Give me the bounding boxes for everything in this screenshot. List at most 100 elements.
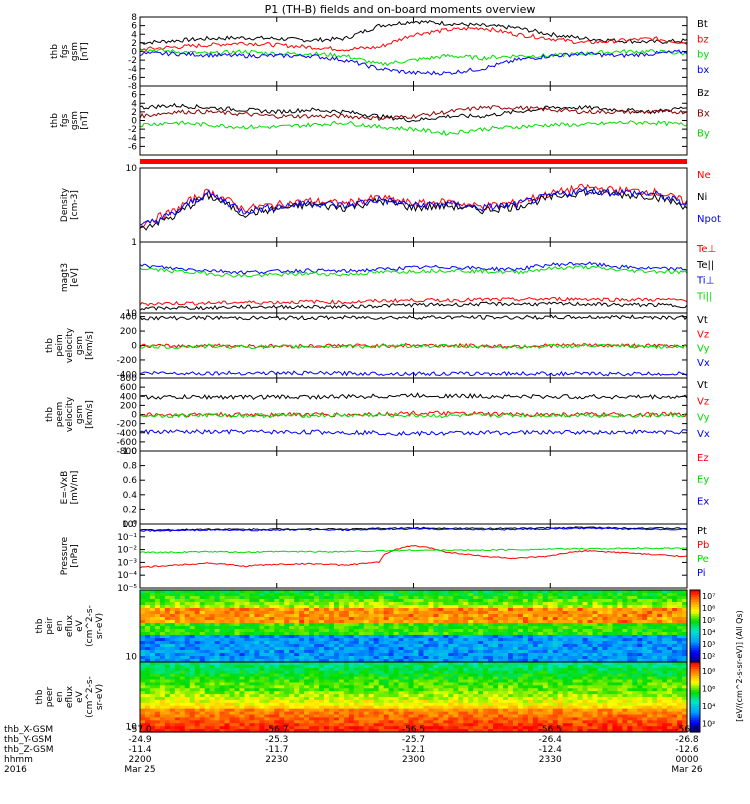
ytick-label-pressure-5: 10⁰: [122, 520, 137, 530]
ytick-label-fgs2-2: -2: [128, 125, 137, 135]
ytick-label-peem-7: 600: [120, 383, 137, 393]
ylabel-peer-1: peer: [45, 686, 55, 707]
series-line-density-Ni: [140, 190, 687, 230]
ytick-label-peim-1: -200: [117, 356, 138, 366]
series-line-fgs2-Bx: [140, 106, 687, 121]
ytick-label-peim-3: 200: [120, 327, 137, 337]
ytick-label-fgs-8: 8: [131, 13, 137, 23]
colorbar-tick-peir-5: 10⁷: [702, 592, 715, 601]
ylabel-peim-0: thb: [45, 338, 55, 353]
ytick-label-peim-4: 400: [120, 313, 137, 323]
ylabel-peim-3: gsm: [75, 336, 85, 355]
ytick-label-efield-2: 0.4: [123, 491, 138, 501]
legend-pressure-Pb: Pb: [697, 540, 709, 551]
ylabel-peem-0: thb: [45, 407, 55, 422]
ylabel-fgs-3: [nT]: [80, 42, 90, 60]
legend-efield-Ez: Ez: [697, 453, 709, 464]
ylabel-pressure-0: Pressure: [60, 536, 70, 575]
ylabel-fgs2-1: fgs: [60, 113, 70, 127]
legend-density-Ni: Ni: [697, 192, 707, 203]
legend-efield-Ex: Ex: [697, 496, 709, 507]
legend-peim-Vy: Vy: [697, 344, 710, 355]
legend-pressure-Pi: Pi: [697, 568, 706, 579]
ylabel-peir-3: eflux: [65, 614, 75, 637]
legend-fgs2-Bx: Bx: [697, 108, 710, 119]
ylabel-peer-2: en: [55, 691, 65, 702]
series-line-peem-Vt: [140, 393, 687, 399]
ytick-label-fgs-5: 2: [131, 39, 137, 49]
series-line-pressure-Pi: [140, 528, 687, 532]
colorbar-tick-peir-3: 10⁵: [702, 616, 715, 625]
legend-peim-Vx: Vx: [697, 358, 710, 369]
ylabel-peir-1: peir: [45, 617, 55, 635]
ytick-label-fgs2-4: 2: [131, 108, 137, 118]
figure-title: P1 (TH-B) fields and on-board moments ov…: [265, 3, 536, 16]
ytick-label-fgs2-3: 0: [131, 117, 137, 127]
ytick-label-peem-2: -400: [117, 429, 138, 439]
ylabel-peem-4: [km/s]: [85, 400, 95, 429]
legend-peem-Vy: Vy: [697, 413, 710, 424]
ylabel-efield-0: E=-VxB: [60, 471, 70, 505]
ytick-label-peem-5: 200: [120, 401, 137, 411]
legend-fgs2-By: By: [697, 129, 710, 140]
legend-pressure-Pe: Pe: [697, 554, 709, 565]
series-line-density-Npot: [140, 188, 687, 225]
ytick-label-pressure-1: 10⁻⁴: [117, 571, 137, 581]
colorbar-tick-peir-2: 10⁴: [702, 628, 715, 637]
legend-peem-Vt: Vt: [697, 380, 708, 391]
legend-temp-Te||: Te||: [696, 260, 714, 271]
legend-peem-Vz: Vz: [697, 396, 709, 407]
ylabel-peer-5: (cm^2-s-: [85, 676, 95, 718]
colorbar-tick-peir-4: 10⁶: [702, 604, 715, 613]
series-line-fgs2-By: [140, 121, 687, 135]
ytick-label-fgs-2: -4: [128, 65, 137, 75]
ylabel-fgs-2: gsm: [70, 42, 80, 61]
panel-frame-pressure: [140, 524, 687, 588]
ylabel-fgs2-3: [nT]: [80, 111, 90, 129]
legend-fgs-bx: bx: [697, 65, 709, 76]
ylabel-temp-0: magt3: [60, 263, 70, 292]
ylabel-efield-1: [mV/m]: [70, 471, 80, 505]
legend-efield-Ey: Ey: [697, 475, 709, 486]
legend-temp-Te⊥: Te⊥: [696, 244, 716, 255]
ylabel-peir-5: (cm^2-s-: [85, 605, 95, 647]
ylabel-fgs-0: thb: [50, 44, 60, 59]
ytick-label-pressure-2: 10⁻³: [117, 558, 137, 568]
ylabel-density-1: [cm-3]: [70, 190, 80, 220]
ytick-label-fgs-6: 4: [131, 30, 137, 40]
panel-pressure: Pressure[nPa]10⁻⁵10⁻⁴10⁻³10⁻²10⁻¹10⁰PtPb…: [60, 520, 709, 594]
ytick-label-fgs2-5: 4: [131, 99, 137, 109]
ylabel-density-0: Density: [60, 187, 70, 222]
ytick-label-fgs-3: -2: [128, 56, 137, 66]
ytick-label-efield-3: 0.6: [123, 476, 138, 486]
ylabel-peem-2: velocity: [65, 396, 75, 432]
panel-frame-fgs: [140, 17, 687, 86]
colorbar-label: [eV/(cm^2-s-sr-eV)] (All Qs): [735, 610, 744, 721]
legend-peim-Vz: Vz: [697, 329, 709, 340]
ytick-label-fgs2-6: 6: [131, 91, 137, 101]
series-line-fgs-by: [140, 49, 687, 66]
ylabel-peim-2: velocity: [65, 327, 75, 363]
legend-fgs2-Bz: Bz: [697, 88, 709, 99]
legend-fgs-by: by: [697, 50, 709, 61]
ylabel-peir-0: thb: [35, 618, 45, 633]
colorbar-tick-peir-0: 10²: [702, 652, 715, 661]
legend-peem-Vx: Vx: [697, 429, 710, 440]
ylabel-peer-3: eflux: [65, 685, 75, 708]
ylabel-peim-1: peim: [55, 334, 65, 357]
ylabel-temp-1: [eV]: [70, 268, 80, 287]
ytick-label-peem-3: -200: [117, 420, 138, 430]
ytick-label-efield-5: 1.0: [123, 447, 138, 457]
ytick-label-density-0: 1: [131, 238, 137, 248]
ytick-label-efield-1: 0.2: [123, 505, 137, 515]
ytick-label-fgs2-1: -4: [128, 134, 137, 144]
